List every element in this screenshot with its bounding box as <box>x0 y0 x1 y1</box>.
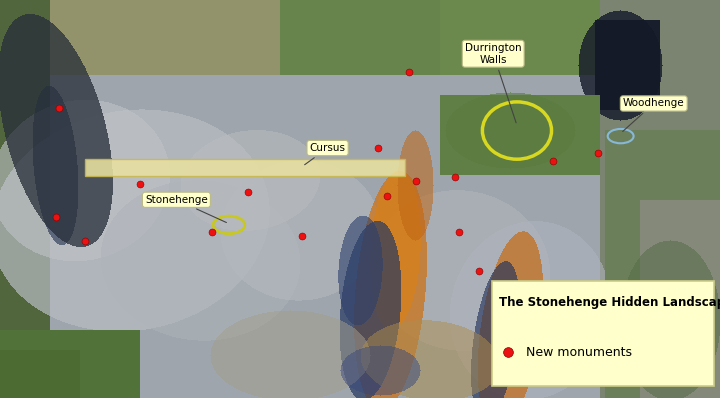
Text: The Stonehenge Hidden Landscape Project: The Stonehenge Hidden Landscape Project <box>499 296 720 309</box>
Text: Woodhenge: Woodhenge <box>623 98 685 131</box>
FancyBboxPatch shape <box>492 281 714 386</box>
Text: Durrington
Walls: Durrington Walls <box>465 43 521 123</box>
Text: Stonehenge: Stonehenge <box>145 195 226 222</box>
Text: New monuments: New monuments <box>526 346 632 359</box>
Text: Cursus: Cursus <box>305 143 346 165</box>
Bar <box>85 159 405 176</box>
